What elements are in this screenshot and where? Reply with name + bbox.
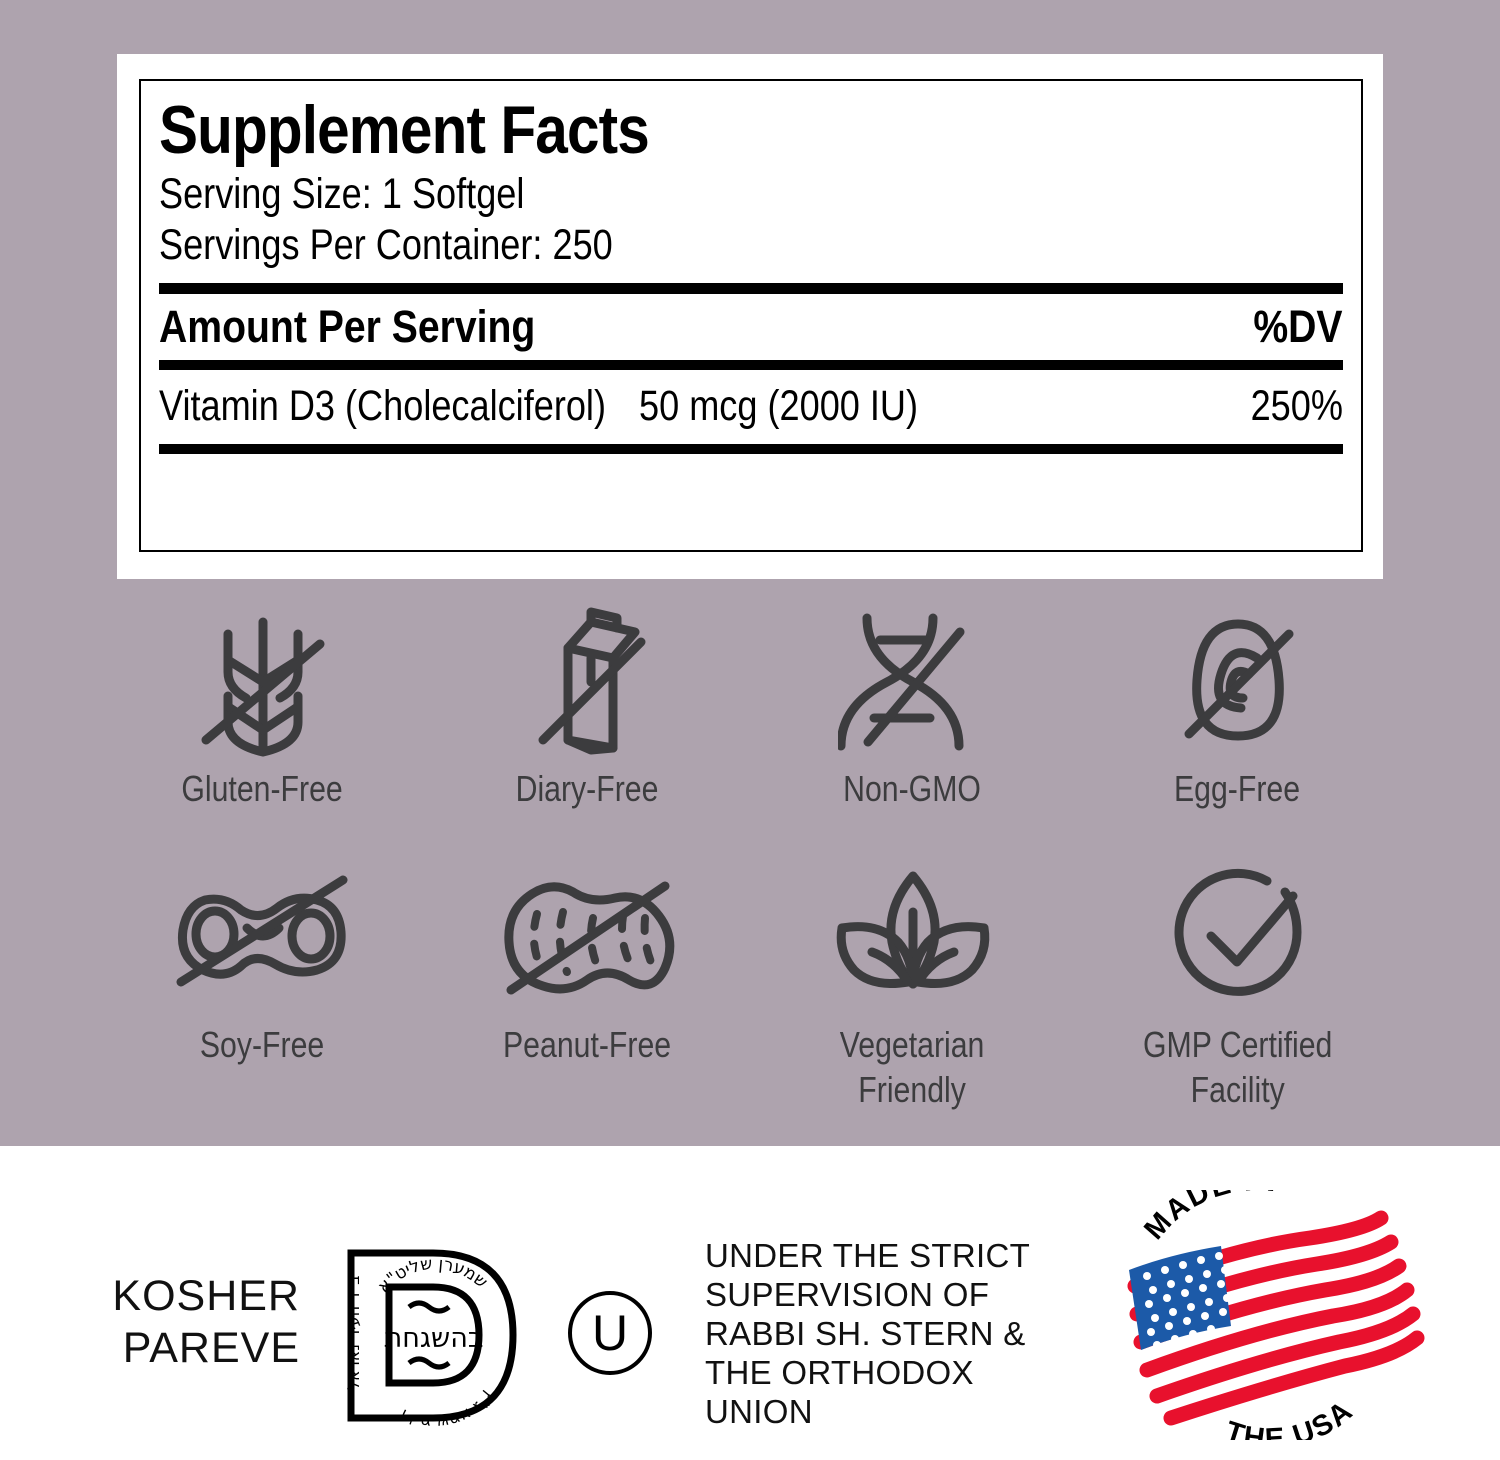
badge-peanut-free: Peanut-Free bbox=[425, 866, 750, 1112]
milk-carton-slashed-icon bbox=[513, 600, 663, 760]
rule-below-header bbox=[159, 360, 1343, 370]
servings-per-container-text: Servings Per Container: 250 bbox=[159, 221, 613, 269]
nutrient-amount: 50 mcg (2000 IU) bbox=[639, 382, 919, 430]
amount-per-serving-header: Amount Per Serving bbox=[159, 301, 536, 352]
supervision-text: UNDER THE STRICT SUPERVISION OF RABBI SH… bbox=[705, 1237, 1031, 1430]
badge-label: Soy-Free bbox=[200, 1024, 325, 1065]
daily-value-header: %DV bbox=[1253, 301, 1343, 352]
badge-label: Peanut-Free bbox=[503, 1024, 672, 1065]
badge-label: Vegetarian Friendly bbox=[840, 1024, 985, 1110]
badge-label: GMP Certified Facility bbox=[1142, 1024, 1333, 1110]
serving-size-text: Serving Size: 1 Softgel bbox=[159, 170, 525, 218]
nutrient-name: Vitamin D3 (Cholecalciferol) bbox=[159, 382, 606, 430]
badge-label: Non-GMO bbox=[843, 768, 982, 809]
svg-text:בהשגחת: בהשגחת bbox=[385, 1323, 484, 1354]
supplement-facts-card: Supplement Facts Serving Size: 1 Softgel… bbox=[117, 54, 1383, 579]
wheat-slashed-icon bbox=[188, 600, 338, 760]
dna-slashed-icon bbox=[837, 600, 988, 760]
badge-vegetarian-friendly: Vegetarian Friendly bbox=[750, 866, 1075, 1112]
ou-kosher-icon: U bbox=[565, 1288, 655, 1378]
soybean-slashed-icon bbox=[163, 866, 363, 1016]
egg-slashed-icon bbox=[1163, 600, 1313, 760]
badge-soy-free: Soy-Free bbox=[100, 866, 425, 1112]
facts-column-header-row: Amount Per Serving %DV bbox=[159, 294, 1343, 360]
supplement-facts-border: Supplement Facts Serving Size: 1 Softgel… bbox=[139, 79, 1363, 552]
kosher-pareve-label: KOSHER PAREVE bbox=[112, 1272, 300, 1372]
badge-row-1: Gluten-Free Diary-Free bbox=[0, 600, 1500, 811]
svg-text:MADE IN: MADE IN bbox=[1138, 1190, 1279, 1246]
badge-row-2: Soy-Free Peanut-Free bbox=[0, 866, 1500, 1112]
svg-text:ר' מ שמא ג"ץ: ר' מ שמא ג"ץ bbox=[397, 1387, 500, 1428]
american-flag-icon: MADE IN THE USA bbox=[1095, 1190, 1425, 1440]
badge-non-gmo: Non-GMO bbox=[750, 600, 1075, 811]
svg-text:U: U bbox=[592, 1305, 628, 1361]
certification-badge-grid: Gluten-Free Diary-Free bbox=[0, 600, 1500, 1112]
nutrient-daily-value: 250% bbox=[1250, 382, 1343, 430]
rule-bottom bbox=[159, 444, 1343, 454]
check-circle-icon bbox=[1163, 866, 1313, 1016]
badge-gluten-free: Gluten-Free bbox=[100, 600, 425, 811]
badge-gmp-certified: GMP Certified Facility bbox=[1075, 866, 1400, 1112]
made-in-text: MADE IN bbox=[1138, 1190, 1277, 1246]
badge-label: Egg-Free bbox=[1174, 768, 1301, 809]
table-row: Vitamin D3 (Cholecalciferol) 50 mcg (200… bbox=[159, 370, 1343, 444]
badge-label: Gluten-Free bbox=[181, 768, 344, 809]
peanut-slashed-icon bbox=[493, 866, 683, 1016]
hebrew-kosher-seal-icon: בהשגחת שמערן שליט"א ר' מ שמא ג"ץ אב"ד הע… bbox=[332, 1228, 527, 1432]
supplement-facts-title: Supplement Facts bbox=[159, 92, 650, 168]
rule-above-header bbox=[159, 283, 1343, 294]
plant-leaves-icon bbox=[828, 866, 998, 1016]
badge-label: Diary-Free bbox=[516, 768, 659, 809]
badge-diary-free: Diary-Free bbox=[425, 600, 750, 811]
badge-egg-free: Egg-Free bbox=[1075, 600, 1400, 811]
